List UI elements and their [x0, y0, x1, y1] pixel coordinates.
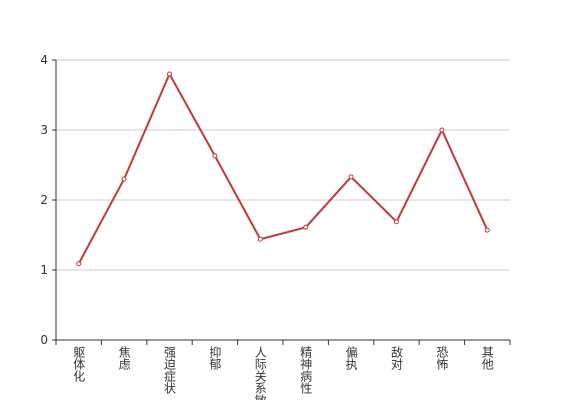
point: [348, 174, 354, 180]
point: [484, 227, 490, 233]
y-tick-label: 3: [40, 123, 48, 137]
point: [212, 153, 218, 159]
x-tick-label: 焦虑: [117, 346, 131, 370]
x-tick-label: 人际关系敏感: [253, 346, 267, 400]
x-tick-label: 敌对: [390, 345, 404, 370]
x-tick-label: 抑郁: [208, 345, 222, 371]
point: [439, 127, 445, 133]
point: [257, 236, 263, 242]
line: [77, 71, 489, 265]
point: [76, 261, 82, 267]
point: [303, 224, 309, 230]
y-tick-label: 0: [40, 333, 48, 347]
point: [167, 71, 172, 77]
x-tick-label: 躯体化: [72, 345, 86, 383]
x-tick-label: 精神病性: [299, 346, 313, 395]
x-tick-label: 其他: [480, 346, 494, 370]
point: [394, 219, 399, 225]
y-tick-label: 4: [40, 53, 48, 67]
y-tick-label: 1: [40, 263, 48, 277]
x-tick-label: 恐怖: [435, 346, 449, 370]
x-tick-label: 强迫症状: [163, 346, 177, 394]
x-tick-label: 偏执: [344, 345, 358, 371]
y-tick-label: 2: [40, 193, 48, 207]
point: [121, 176, 127, 182]
